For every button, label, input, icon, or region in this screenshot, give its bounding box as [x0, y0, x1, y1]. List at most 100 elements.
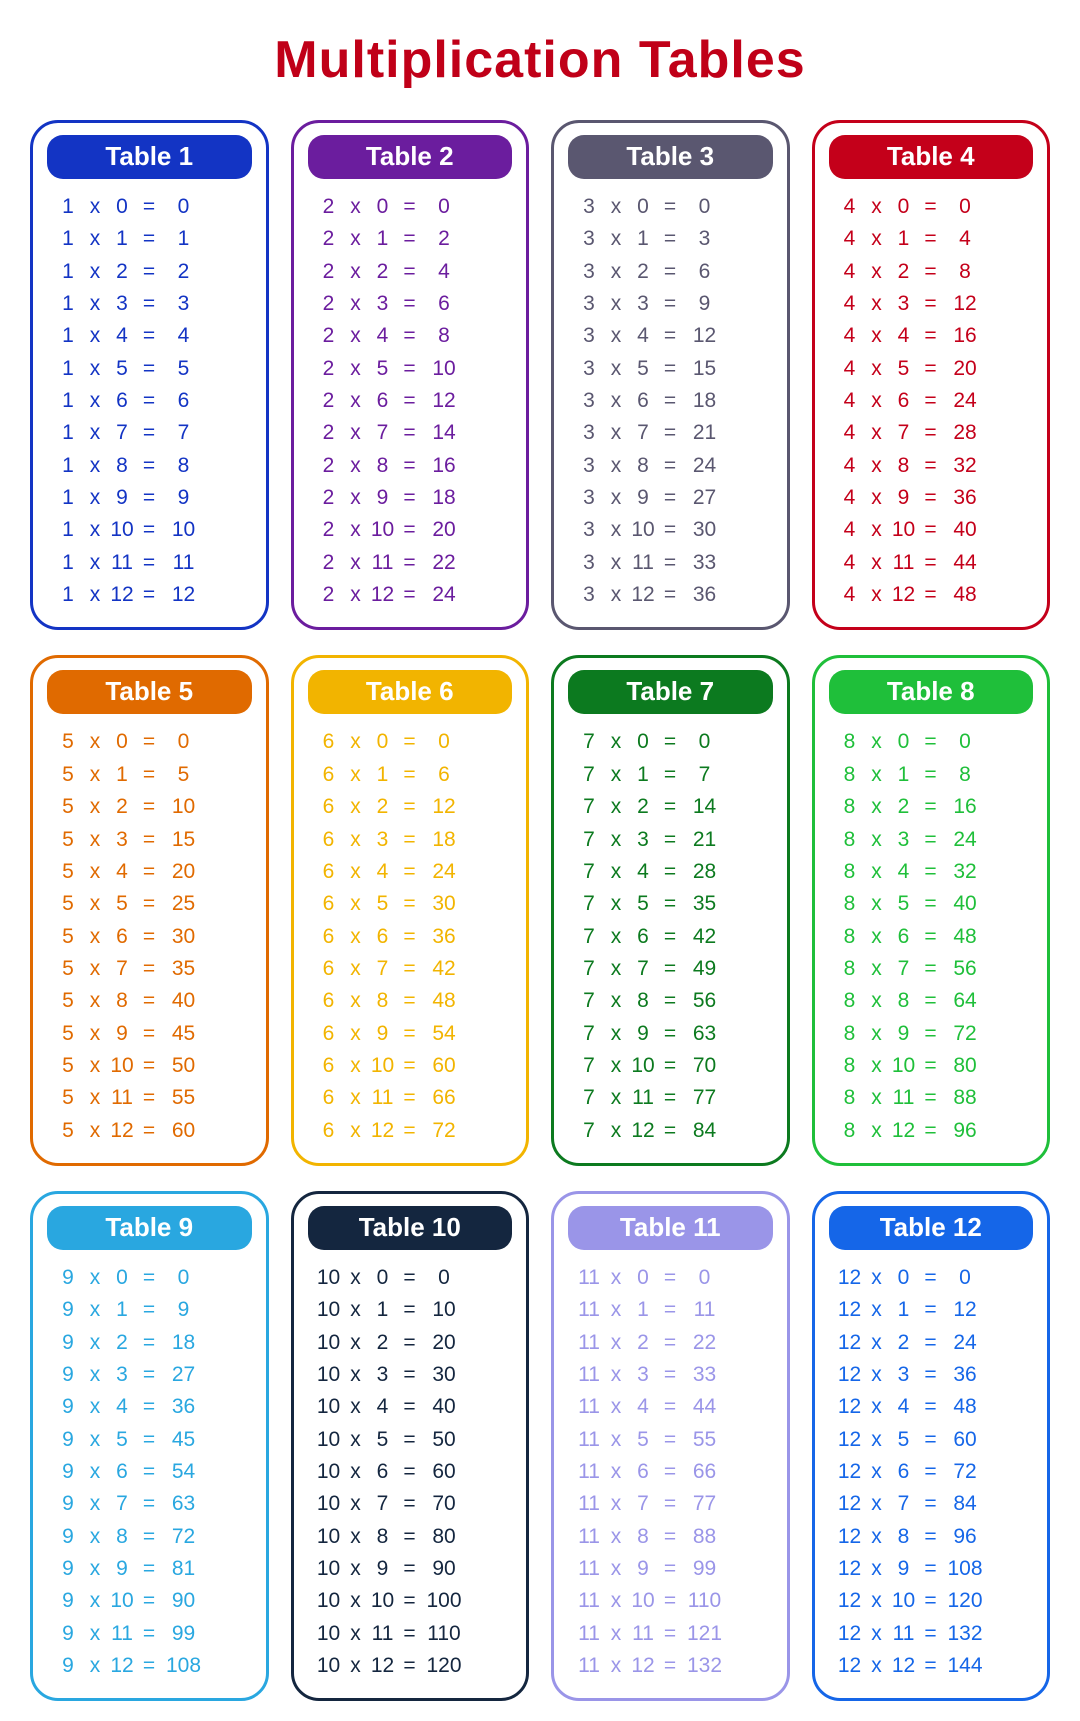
times-symbol: x: [344, 1361, 368, 1389]
result: 33: [682, 549, 727, 577]
result: 10: [161, 516, 206, 544]
equals-symbol: =: [919, 858, 943, 886]
result: 55: [682, 1426, 727, 1454]
equals-symbol: =: [398, 581, 422, 609]
table-rows: 1x0=01x1=11x2=21x3=31x4=41x5=51x6=61x7=7…: [47, 193, 252, 609]
operand-a: 2: [314, 387, 344, 415]
times-symbol: x: [344, 761, 368, 789]
times-symbol: x: [344, 1264, 368, 1292]
operand-b: 11: [368, 549, 398, 577]
equals-symbol: =: [137, 1117, 161, 1145]
table-row: 10x9=90: [314, 1555, 507, 1583]
times-symbol: x: [604, 1329, 628, 1357]
table-row: 9x9=81: [53, 1555, 246, 1583]
table-row: 4x11=44: [835, 549, 1028, 577]
table-row: 9x11=99: [53, 1620, 246, 1648]
table-row: 8x7=56: [835, 955, 1028, 983]
times-symbol: x: [83, 890, 107, 918]
times-symbol: x: [604, 193, 628, 221]
table-header: Table 6: [308, 670, 513, 714]
table-row: 7x12=84: [574, 1117, 767, 1145]
operand-b: 7: [889, 1490, 919, 1518]
result: 50: [422, 1426, 467, 1454]
times-symbol: x: [344, 1458, 368, 1486]
result: 8: [943, 761, 988, 789]
table-row: 9x10=90: [53, 1587, 246, 1615]
table-row: 6x6=36: [314, 923, 507, 951]
equals-symbol: =: [658, 1490, 682, 1518]
table-row: 12x1=12: [835, 1296, 1028, 1324]
operand-b: 10: [628, 516, 658, 544]
operand-a: 7: [574, 987, 604, 1015]
table-row: 12x10=120: [835, 1587, 1028, 1615]
result: 18: [422, 826, 467, 854]
times-symbol: x: [865, 387, 889, 415]
equals-symbol: =: [658, 987, 682, 1015]
result: 108: [943, 1555, 988, 1583]
operand-b: 7: [889, 419, 919, 447]
operand-b: 3: [628, 826, 658, 854]
operand-b: 10: [107, 1052, 137, 1080]
table-row: 11x7=77: [574, 1490, 767, 1518]
table-row: 3x4=12: [574, 322, 767, 350]
result: 24: [943, 826, 988, 854]
result: 7: [161, 419, 206, 447]
operand-b: 3: [107, 826, 137, 854]
operand-b: 0: [889, 193, 919, 221]
result: 10: [422, 1296, 467, 1324]
operand-b: 6: [368, 923, 398, 951]
equals-symbol: =: [919, 728, 943, 756]
operand-b: 5: [889, 1426, 919, 1454]
operand-b: 8: [107, 987, 137, 1015]
result: 66: [682, 1458, 727, 1486]
table-row: 11x4=44: [574, 1393, 767, 1421]
equals-symbol: =: [658, 549, 682, 577]
times-symbol: x: [83, 484, 107, 512]
table-header: Table 1: [47, 135, 252, 179]
equals-symbol: =: [919, 355, 943, 383]
operand-b: 12: [628, 581, 658, 609]
result: 110: [682, 1587, 727, 1615]
operand-a: 6: [314, 1052, 344, 1080]
equals-symbol: =: [658, 1458, 682, 1486]
table-row: 10x1=10: [314, 1296, 507, 1324]
operand-b: 12: [628, 1117, 658, 1145]
table-row: 5x8=40: [53, 987, 246, 1015]
equals-symbol: =: [658, 1329, 682, 1357]
equals-symbol: =: [658, 452, 682, 480]
times-symbol: x: [604, 793, 628, 821]
table-row: 7x6=42: [574, 923, 767, 951]
operand-b: 4: [107, 322, 137, 350]
table-row: 10x4=40: [314, 1393, 507, 1421]
times-symbol: x: [344, 1490, 368, 1518]
operand-a: 6: [314, 890, 344, 918]
operand-b: 3: [889, 290, 919, 318]
equals-symbol: =: [137, 290, 161, 318]
operand-a: 1: [53, 549, 83, 577]
operand-b: 1: [368, 761, 398, 789]
times-symbol: x: [604, 290, 628, 318]
equals-symbol: =: [658, 728, 682, 756]
operand-b: 12: [628, 1652, 658, 1680]
equals-symbol: =: [919, 1490, 943, 1518]
times-symbol: x: [344, 1620, 368, 1648]
operand-a: 10: [314, 1523, 344, 1551]
operand-b: 8: [368, 1523, 398, 1551]
table-row: 8x0=0: [835, 728, 1028, 756]
times-symbol: x: [83, 1084, 107, 1112]
operand-b: 11: [889, 1620, 919, 1648]
operand-b: 3: [107, 1361, 137, 1389]
table-row: 4x1=4: [835, 225, 1028, 253]
operand-b: 6: [628, 923, 658, 951]
operand-b: 10: [889, 516, 919, 544]
result: 48: [943, 923, 988, 951]
equals-symbol: =: [137, 1523, 161, 1551]
operand-a: 11: [574, 1555, 604, 1583]
operand-b: 0: [107, 193, 137, 221]
operand-a: 6: [314, 761, 344, 789]
operand-b: 11: [107, 549, 137, 577]
equals-symbol: =: [398, 1620, 422, 1648]
equals-symbol: =: [658, 1393, 682, 1421]
equals-symbol: =: [658, 322, 682, 350]
table-row: 12x2=24: [835, 1329, 1028, 1357]
